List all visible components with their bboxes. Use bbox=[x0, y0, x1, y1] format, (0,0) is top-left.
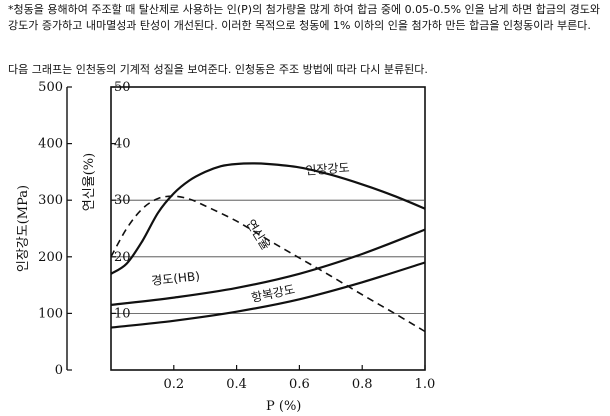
reference-lines bbox=[111, 199, 425, 314]
hardness-curve bbox=[110, 228, 426, 306]
left-axis-title: 인장강도(MPa) bbox=[16, 185, 31, 272]
elongation-curve bbox=[110, 195, 426, 333]
x-tick-label: 1.0 bbox=[415, 377, 436, 392]
x-axis: 0.2 0.4 0.6 0.8 1.0 P (%) bbox=[163, 365, 435, 414]
x-tick-label: 0.4 bbox=[226, 377, 247, 392]
curves bbox=[110, 162, 426, 333]
right-tick-label: 30 bbox=[114, 193, 131, 208]
tensile-strength-curve bbox=[110, 162, 426, 275]
right-axis: 10 20 30 40 50 연신율(%) bbox=[82, 80, 131, 321]
yield-strength-curve bbox=[110, 261, 426, 329]
plot-border bbox=[110, 86, 426, 371]
right-tick-label: 10 bbox=[114, 306, 131, 321]
plot-frame bbox=[110, 86, 426, 371]
left-tick-label: 300 bbox=[38, 193, 63, 208]
right-tick-label: 50 bbox=[114, 80, 131, 95]
left-axis: 0 100 200 300 400 500 인장강도(MPa) bbox=[16, 80, 72, 378]
left-tick-label: 100 bbox=[38, 306, 63, 321]
left-tick-label: 400 bbox=[38, 137, 63, 152]
elongation-label: 연신율 bbox=[243, 217, 272, 253]
hardness-label: 경도(HB) bbox=[151, 269, 201, 288]
left-tick-label: 0 bbox=[55, 363, 63, 378]
intro-paragraph: *청동을 용해하여 주조할 때 탈산제로 사용하는 인(P)의 첨가량을 많게 … bbox=[8, 3, 600, 32]
x-tick-label: 0.2 bbox=[163, 377, 184, 392]
x-tick-label: 0.8 bbox=[352, 377, 373, 392]
x-tick-label: 0.6 bbox=[289, 377, 310, 392]
x-axis-title: P (%) bbox=[266, 399, 301, 414]
chart-description: 다음 그래프는 인천동의 기계적 성질을 보여준다. 인청동은 주조 방법에 따… bbox=[8, 63, 428, 76]
left-tick-label: 500 bbox=[38, 80, 63, 95]
tensile-strength-label: 인장강도 bbox=[305, 161, 350, 178]
left-tick-label: 200 bbox=[38, 250, 63, 265]
right-tick-label: 20 bbox=[114, 250, 131, 265]
right-tick-label: 40 bbox=[114, 137, 131, 152]
right-axis-title: 연신율(%) bbox=[82, 153, 97, 211]
